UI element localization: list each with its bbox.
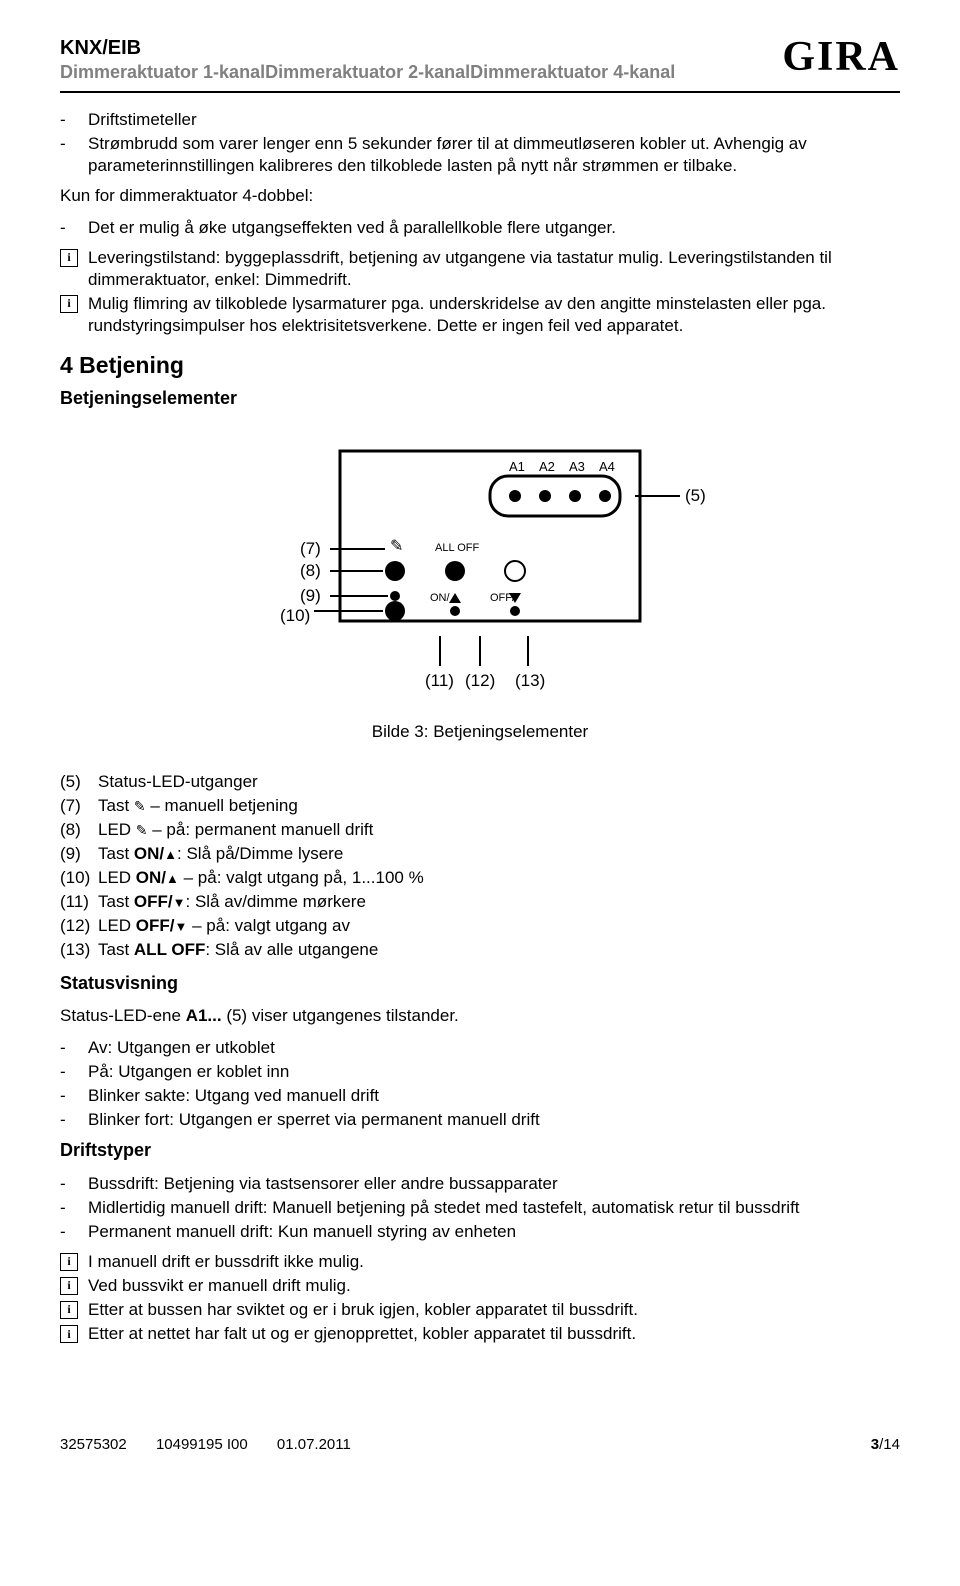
label-a3: A3 (569, 459, 585, 474)
info-text: Leveringstilstand: byggeplassdrift, betj… (88, 247, 900, 291)
info-icon: i (60, 1253, 78, 1271)
info-note: iEtter at bussen har sviktet og er i bru… (60, 1299, 900, 1321)
legend-item: (13)Tast ALL OFF: Slå av alle utgangene (60, 939, 900, 961)
status-intro: Status-LED-ene A1... (5) viser utgangene… (60, 1005, 900, 1027)
info-icon: i (60, 249, 78, 267)
label-a4: A4 (599, 459, 615, 474)
info-note: iEtter at nettet har falt ut og er gjeno… (60, 1323, 900, 1345)
hand-icon (134, 796, 146, 815)
figure-diagram: A1 A2 A3 A4 ✎ ALL OFF ON/ OFF/ (7) (8) (… (60, 441, 900, 701)
list-item: -Permanent manuell drift: Kun manuell st… (60, 1221, 900, 1243)
legend-item: (11)Tast OFF/: Slå av/dimme mørkere (60, 891, 900, 913)
subsection-heading: Betjeningselementer (60, 387, 900, 410)
callout-12: (12) (465, 671, 495, 690)
hand-icon (136, 820, 148, 839)
footer-left: 32575302 10499195 I00 01.07.2011 (60, 1435, 351, 1455)
callout-10: (10) (280, 606, 310, 625)
kun-intro-text: Kun for dimmeraktuator 4-dobbel: (60, 185, 900, 207)
list-item: -På: Utgangen er koblet inn (60, 1061, 900, 1083)
info-note: iVed bussvikt er manuell drift mulig. (60, 1275, 900, 1297)
info-note: i Mulig flimring av tilkoblede lysarmatu… (60, 293, 900, 337)
list-item: -Blinker sakte: Utgang ved manuell drift (60, 1085, 900, 1107)
list-item: -Bussdrift: Betjening via tastsensorer e… (60, 1173, 900, 1195)
callout-7: (7) (300, 539, 321, 558)
list-item: -Driftstimeteller (60, 109, 900, 131)
callout-5: (5) (685, 486, 706, 505)
triangle-up-icon (164, 844, 177, 863)
list-text: Driftstimeteller (88, 109, 900, 131)
info-icon: i (60, 1277, 78, 1295)
legend-text: LED – på: permanent manuell drift (98, 819, 373, 841)
legend-text: Tast ON/: Slå på/Dimme lysere (98, 843, 343, 865)
section-heading: 4 Betjening (60, 351, 900, 381)
legend-text: LED ON/ – på: valgt utgang på, 1...100 % (98, 867, 424, 889)
info-icon: i (60, 1301, 78, 1319)
header-title: KNX/EIB (60, 35, 675, 61)
legend-item: (10)LED ON/ – på: valgt utgang på, 1...1… (60, 867, 900, 889)
info-note: i Leveringstilstand: byggeplassdrift, be… (60, 247, 900, 291)
brand-logo: GIRA (782, 30, 900, 85)
info-text: Mulig flimring av tilkoblede lysarmature… (88, 293, 900, 337)
list-item: -Av: Utgangen er utkoblet (60, 1037, 900, 1059)
callout-13: (13) (515, 671, 545, 690)
callout-8: (8) (300, 561, 321, 580)
legend-text: Tast ALL OFF: Slå av alle utgangene (98, 939, 378, 961)
legend-item: (5)Status-LED-utganger (60, 771, 900, 793)
callout-11: (11) (425, 671, 454, 690)
status-heading: Statusvisning (60, 972, 900, 995)
header-subtitle: Dimmeraktuator 1-kanalDimmeraktuator 2-k… (60, 61, 675, 84)
legend-text: Tast OFF/: Slå av/dimme mørkere (98, 891, 366, 913)
list-text: Strømbrudd som varer lenger enn 5 sekund… (88, 133, 900, 177)
list-item: -Strømbrudd som varer lenger enn 5 sekun… (60, 133, 900, 177)
page-footer: 32575302 10499195 I00 01.07.2011 3/14 (60, 1435, 900, 1455)
legend-list: (5)Status-LED-utganger (7)Tast – manuell… (60, 771, 900, 962)
page-number: 3/14 (871, 1435, 900, 1455)
svg-text:✎: ✎ (390, 538, 403, 555)
callout-9: (9) (300, 586, 321, 605)
svg-text:ON/: ON/ (430, 592, 451, 604)
list-text: Det er mulig å øke utgangseffekten ved å… (88, 217, 900, 239)
legend-text: LED OFF/ – på: valgt utgang av (98, 915, 350, 937)
triangle-up-icon (166, 868, 179, 887)
legend-text: Tast – manuell betjening (98, 795, 298, 817)
legend-text: Status-LED-utganger (98, 771, 258, 793)
drift-list: -Bussdrift: Betjening via tastsensorer e… (60, 1173, 900, 1243)
drift-heading: Driftstyper (60, 1139, 900, 1162)
label-alloff: ALL OFF (435, 542, 479, 554)
legend-item: (8)LED – på: permanent manuell drift (60, 819, 900, 841)
info-icon: i (60, 1325, 78, 1343)
legend-item: (7)Tast – manuell betjening (60, 795, 900, 817)
figure-caption: Bilde 3: Betjeningselementer (60, 721, 900, 743)
triangle-down-icon (175, 916, 188, 935)
label-a2: A2 (539, 459, 555, 474)
legend-item: (12)LED OFF/ – på: valgt utgang av (60, 915, 900, 937)
legend-item: (9)Tast ON/: Slå på/Dimme lysere (60, 843, 900, 865)
page-header: KNX/EIB Dimmeraktuator 1-kanalDimmeraktu… (60, 30, 900, 93)
list-item: -Blinker fort: Utgangen er sperret via p… (60, 1109, 900, 1131)
header-left: KNX/EIB Dimmeraktuator 1-kanalDimmeraktu… (60, 35, 675, 84)
status-list: -Av: Utgangen er utkoblet -På: Utgangen … (60, 1037, 900, 1131)
triangle-down-icon (173, 892, 186, 911)
info-icon: i (60, 295, 78, 313)
list-item: -Midlertidig manuell drift: Manuell betj… (60, 1197, 900, 1219)
label-a1: A1 (509, 459, 525, 474)
list-item: -Det er mulig å øke utgangseffekten ved … (60, 217, 900, 239)
info-note: iI manuell drift er bussdrift ikke mulig… (60, 1251, 900, 1273)
feature-list: -Driftstimeteller -Strømbrudd som varer … (60, 109, 900, 177)
kun-list: -Det er mulig å øke utgangseffekten ved … (60, 217, 900, 239)
